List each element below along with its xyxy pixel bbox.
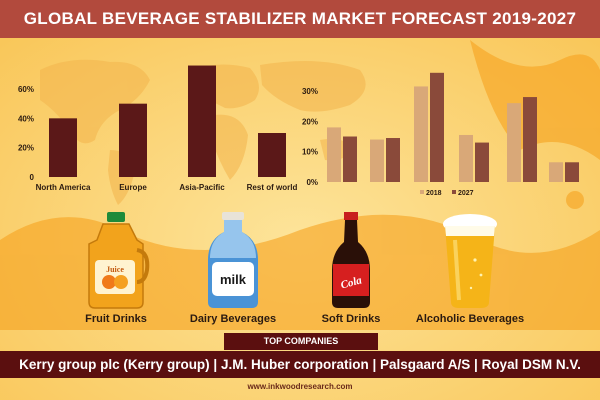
bar-2018-3 — [414, 86, 428, 182]
product-label: Fruit Drinks — [85, 313, 147, 325]
product-label: Alcoholic Beverages — [415, 313, 525, 325]
y-tick-label: 20% — [18, 144, 34, 153]
bar-2027-6 — [565, 162, 579, 182]
bar-2027-4 — [475, 142, 489, 182]
milk-bottle-icon: milk — [208, 212, 258, 308]
companies-list: Kerry group plc (Kerry group) | J.M. Hub… — [0, 351, 600, 378]
title-bar: GLOBAL BEVERAGE STABILIZER MARKET FORECA… — [0, 0, 600, 38]
product-fruit-drinks: Juice Fruit Drinks — [51, 210, 181, 330]
svg-text:Cola: Cola — [339, 274, 363, 291]
y-tick-label: 0% — [306, 178, 318, 187]
product-label: Dairy Beverages — [189, 313, 277, 325]
product-label: Soft Drinks — [321, 313, 381, 325]
juice-jug-icon: Juice — [88, 212, 150, 309]
bar-2018-1 — [327, 127, 341, 182]
product-dairy-beverages: milk Dairy Beverages — [168, 210, 298, 330]
x-tick-label: Europe — [119, 183, 147, 192]
page-title: GLOBAL BEVERAGE STABILIZER MARKET FORECA… — [23, 9, 577, 28]
product-soft-drinks: Cola Soft Drinks — [286, 210, 416, 330]
y-tick-label: 0 — [30, 173, 35, 182]
bar-2018-6 — [549, 162, 563, 182]
top-companies-header: TOP COMPANIES — [224, 333, 378, 350]
svg-text:Juice: Juice — [106, 265, 124, 274]
x-tick-label: Rest of world — [247, 183, 298, 192]
cola-bottle-icon: Cola — [332, 212, 370, 308]
bar-2027-2 — [386, 138, 400, 182]
product-alcoholic-beverages: Alcoholic Beverages — [405, 210, 535, 330]
legend-label-2027: 2027 — [458, 190, 474, 197]
y-tick-label: 10% — [302, 148, 318, 157]
legend-label-2018: 2018 — [426, 190, 442, 197]
y-tick-label: 60% — [18, 85, 34, 94]
bar-2027-5 — [523, 97, 537, 182]
svg-text:milk: milk — [220, 272, 247, 287]
bar-rest-of-world — [258, 133, 286, 177]
bar-asia-pacific — [188, 65, 216, 177]
x-tick-label: Asia-Pacific — [179, 183, 225, 192]
y-tick-label: 20% — [302, 117, 318, 126]
legend-swatch-2027 — [452, 190, 456, 194]
x-tick-label: North America — [36, 183, 91, 192]
bar-europe — [119, 103, 147, 177]
footer-url: www.inkwoodresearch.com — [247, 382, 353, 391]
bar-2018-4 — [459, 134, 473, 182]
bar-north-america — [49, 118, 77, 177]
beer-glass-icon — [443, 214, 497, 308]
bar-2027-3 — [430, 72, 444, 182]
bar-2018-2 — [370, 139, 384, 182]
bar-2018-5 — [507, 103, 521, 182]
y-tick-label: 40% — [18, 114, 34, 123]
legend-swatch-2018 — [420, 190, 424, 194]
bar-2027-1 — [343, 136, 357, 182]
y-tick-label: 30% — [302, 87, 318, 96]
